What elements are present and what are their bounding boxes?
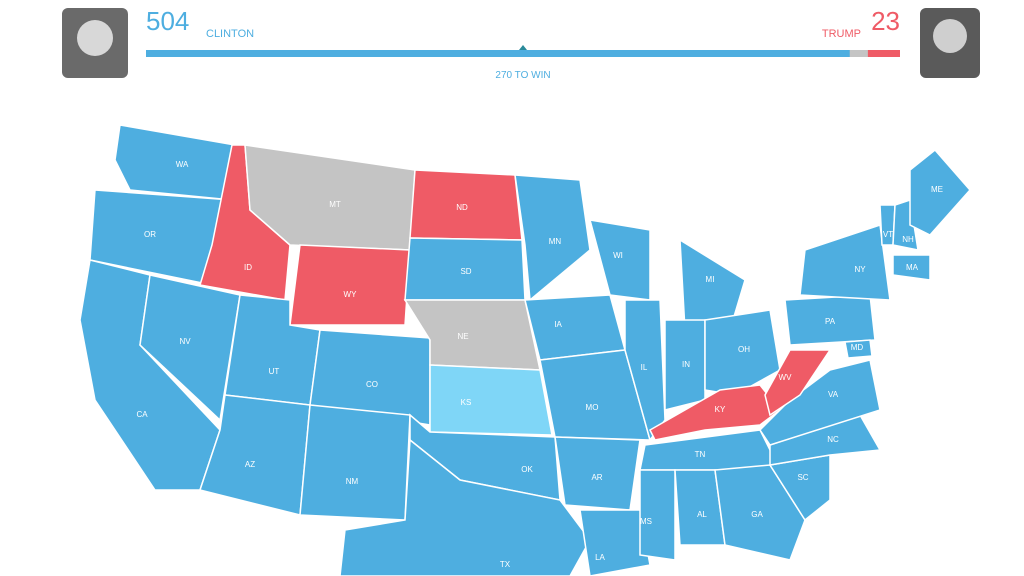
state	[524, 294, 626, 361]
state-label: NE	[457, 332, 468, 341]
state-label: CO	[366, 380, 378, 389]
state-label: CA	[136, 410, 148, 419]
state-label: MS	[640, 517, 652, 526]
state-label: OH	[738, 345, 750, 354]
state	[892, 254, 931, 281]
state-label: ND	[456, 203, 468, 212]
state	[649, 384, 782, 441]
state-label: VA	[828, 390, 839, 399]
state	[114, 124, 236, 201]
clinton-name: CLINTON	[206, 28, 254, 40]
state	[579, 509, 651, 576]
state-label: OR	[144, 230, 156, 239]
state	[799, 224, 891, 301]
state-label: MN	[549, 237, 562, 246]
state-label: TX	[500, 560, 511, 569]
state-label: IL	[641, 363, 648, 372]
state	[704, 309, 781, 396]
state-label: KS	[461, 398, 472, 407]
state-label: MO	[586, 403, 599, 412]
trump-bar	[867, 50, 900, 57]
state	[639, 469, 676, 561]
clinton-votes: 504	[146, 6, 189, 36]
state	[514, 174, 591, 302]
state-label: NH	[902, 235, 914, 244]
state	[289, 244, 411, 326]
threshold-label: 270 TO WIN	[495, 70, 550, 81]
state-label: WV	[779, 373, 793, 382]
state	[909, 148, 971, 236]
state-label: PA	[825, 317, 836, 326]
state-label: AR	[591, 473, 602, 482]
state	[299, 404, 411, 521]
state	[764, 349, 832, 417]
state	[429, 364, 553, 436]
state-label: MI	[706, 275, 715, 284]
state-label: OK	[521, 465, 533, 474]
state-label: WA	[176, 160, 189, 169]
state-label: VT	[883, 230, 893, 239]
state-label: GA	[751, 510, 763, 519]
state-label: WI	[613, 251, 623, 260]
trump-face	[933, 19, 967, 53]
state-label: LA	[595, 553, 605, 562]
trump-votes: 23	[871, 6, 900, 36]
state-label: IN	[682, 360, 690, 369]
state-label: MT	[329, 200, 341, 209]
us-map: WA OR CA ID NV MT WY UT AZ CO NM ND SD NE KS OK TX MN IA MO…	[79, 124, 971, 576]
clinton-bar	[146, 50, 850, 57]
state-label: NC	[827, 435, 839, 444]
state-label: UT	[269, 367, 280, 376]
state-label: AL	[697, 510, 707, 519]
state	[199, 394, 311, 516]
state	[339, 438, 591, 576]
state-label: SD	[460, 267, 471, 276]
state	[759, 359, 881, 446]
trump-name: TRUMP	[822, 28, 861, 40]
state-label: TN	[695, 450, 706, 459]
state	[714, 464, 806, 561]
state-label: NM	[346, 477, 359, 486]
threshold-marker	[519, 45, 527, 50]
state-label: IA	[554, 320, 562, 329]
state-label: MA	[906, 263, 919, 272]
state-label: ME	[931, 185, 943, 194]
state-label: ID	[244, 263, 252, 272]
state-label: NY	[854, 265, 866, 274]
state	[139, 274, 241, 422]
state-label: AZ	[245, 460, 255, 469]
state-label: NV	[179, 337, 191, 346]
state-label: SC	[797, 473, 808, 482]
state	[844, 339, 873, 359]
clinton-face	[77, 20, 113, 56]
state-label: MD	[851, 343, 864, 352]
state-label: WY	[344, 290, 358, 299]
state-label: KY	[715, 405, 726, 414]
